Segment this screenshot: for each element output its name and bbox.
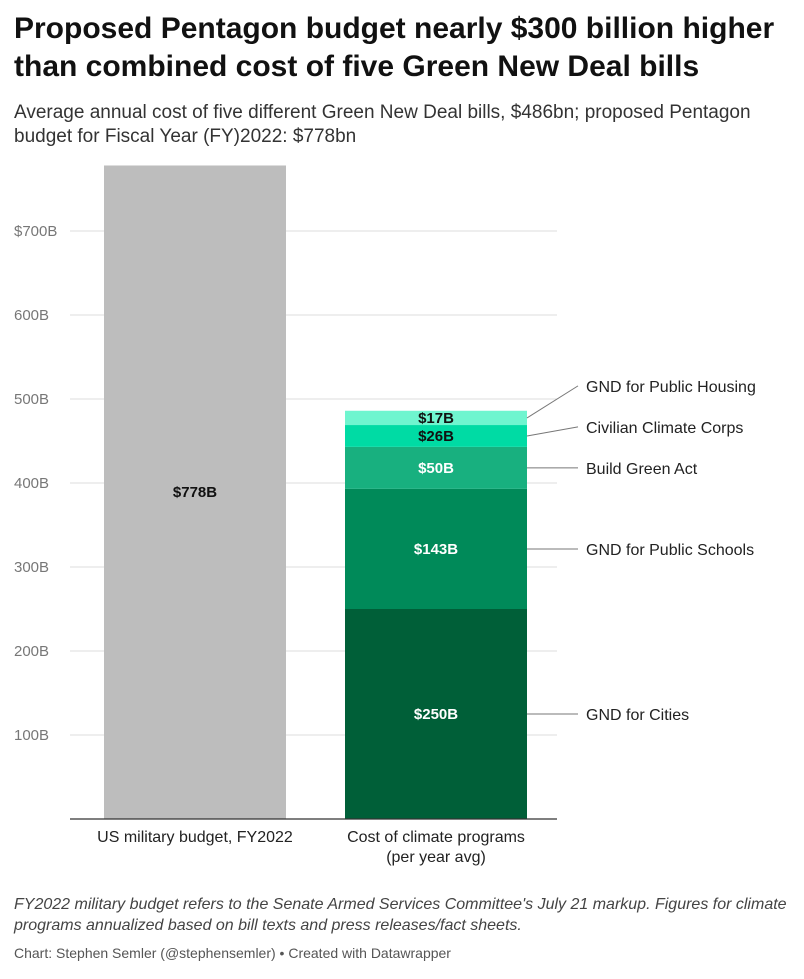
x-category-label: Cost of climate programs [347, 829, 525, 846]
bar-segment [104, 165, 286, 820]
bar-segment [345, 446, 527, 489]
y-tick-label: $700B [14, 223, 57, 240]
axes: US military budget, FY2022 Cost of climat… [70, 818, 557, 866]
bar-value-label: $50B [418, 460, 454, 477]
y-tick-label: 300B [14, 559, 49, 576]
y-tick-label: 400B [14, 475, 49, 492]
chart-title: Proposed Pentagon budget nearly $300 bil… [14, 12, 775, 83]
y-tick-label: 100B [14, 727, 49, 744]
chart-credit: Chart: Stephen Semler (@stephensemler) •… [14, 945, 451, 961]
y-tick-label: 200B [14, 643, 49, 660]
bar-value-label: $17B [418, 410, 454, 427]
labels: $778B $250B GND for Cities $143B GND for Pub… [173, 379, 756, 724]
bar-segment [345, 410, 527, 426]
x-category-label: US military budget, FY2022 [97, 829, 293, 846]
leader-line [526, 426, 579, 437]
bar-segment [345, 425, 527, 447]
leader-line [526, 385, 579, 419]
segment-name-label: GND for Public Housing [586, 379, 756, 396]
y-tick-label: 500B [14, 391, 49, 408]
segment-name-label: GND for Cities [586, 707, 689, 724]
bar-value-label: $250B [414, 706, 458, 723]
chart-notes: FY2022 military budget refers to the Sen… [14, 896, 787, 934]
bar-segment [345, 609, 527, 819]
bar-value-label: $143B [414, 541, 458, 558]
chart-subtitle: Average annual cost of five different Gr… [14, 102, 751, 147]
x-category-label: (per year avg) [386, 849, 486, 866]
bars [104, 165, 527, 820]
bar-value-label: $26B [418, 428, 454, 445]
bar-value-label: $778B [173, 484, 217, 501]
segment-name-label: GND for Public Schools [586, 542, 754, 559]
bar-segment [345, 488, 527, 609]
y-tick-label: 600B [14, 307, 49, 324]
segment-name-label: Civilian Climate Corps [586, 420, 743, 437]
segment-name-label: Build Green Act [586, 461, 698, 478]
